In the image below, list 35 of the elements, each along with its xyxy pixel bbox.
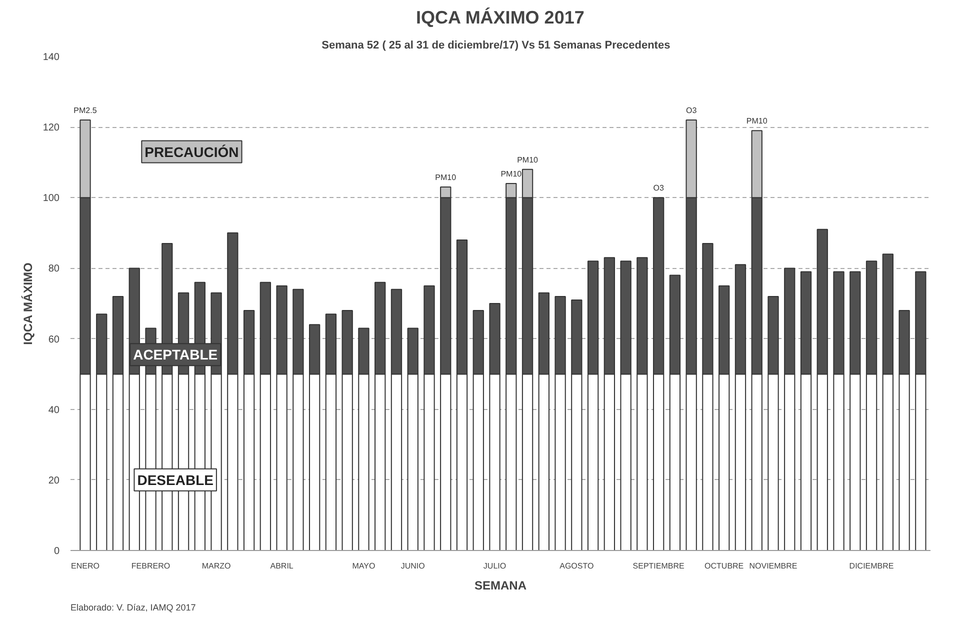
text: PRECAUCIÓN [144,144,239,160]
x-tick-label: NOVIEMBRE [749,562,798,570]
y-axis-title: IQCA MÁXIMO [20,262,35,345]
x-tick-label: FEBRERO [131,562,170,570]
chart-title: IQCA MÁXIMO 2017 [416,8,584,28]
y-tick-label: 60 [48,334,60,346]
series-label: ACEPTABLE [133,346,218,363]
x-tick-label: DICIEMBRE [849,562,894,570]
y-tick-label: 140 [42,52,60,63]
series-label: DESEABLE [137,472,214,488]
x-tick-label: MARZO [202,562,231,570]
data-label: O3 [686,106,698,116]
y-tick-label: 120 [42,122,60,134]
chart-subtitle: Semana 52 ( 25 al 31 de diciembre/17) Vs 51 Semanas Precedentes [322,40,670,52]
x-tick-label: ABRIL [270,562,294,570]
x-tick-label: ENERO [71,562,100,570]
y-tick-label: 0 [54,546,60,557]
data-label: PM10 [500,170,522,179]
x-tick-label: AGOSTO [560,562,594,570]
text: Elaborado: V. Díaz, IAMQ 2017 [70,602,196,612]
x-tick-label: JULIO [483,562,506,570]
x-tick-label: OCTUBRE [704,562,744,570]
x-tick-label: JUNIO [400,562,425,570]
y-tick-label: 20 [48,475,60,486]
data-label: PM10 [746,116,768,126]
text: O3 [653,184,664,193]
data-label: PM10 [435,173,457,182]
data-label: PM2.5 [74,106,98,116]
x-tick-label: SEPTIEMBRE [632,562,684,570]
x-tick-label: MAYO [352,562,376,570]
y-tick-label: 100 [42,193,60,204]
data-label: PM10 [517,155,539,164]
y-tick-label: 80 [48,264,60,275]
x-axis-title: SEMANA [474,578,527,592]
y-tick-label: 40 [48,404,60,416]
